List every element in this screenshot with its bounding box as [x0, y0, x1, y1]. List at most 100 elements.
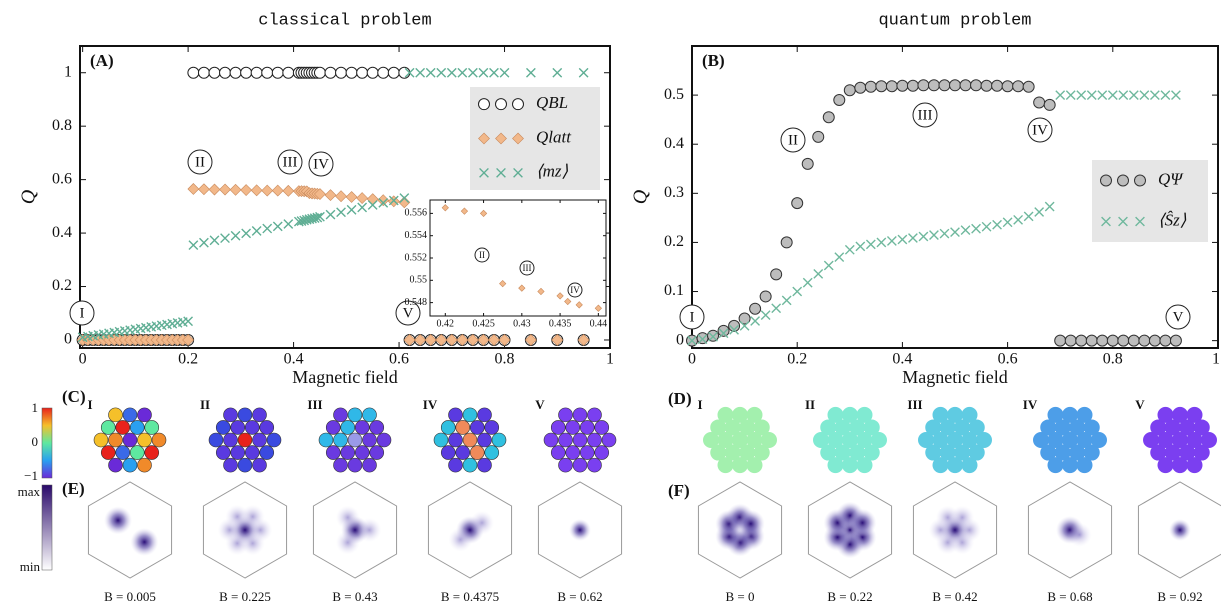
- point: [897, 80, 908, 91]
- left-title: classical problem: [258, 11, 431, 30]
- point: [325, 67, 336, 78]
- spin: [370, 446, 384, 460]
- cluster-label: V: [535, 397, 545, 412]
- colorbar-label: 1: [32, 400, 39, 415]
- point: [479, 99, 490, 110]
- spin: [478, 458, 492, 472]
- point: [1135, 175, 1146, 186]
- panel-label: (E): [62, 479, 85, 498]
- spin: [253, 433, 267, 447]
- point: [992, 80, 1003, 91]
- panel-label: (A): [90, 51, 114, 70]
- spin: [573, 408, 587, 422]
- spin: [319, 433, 333, 447]
- cluster-label: V: [1135, 397, 1145, 412]
- spin: [130, 446, 144, 460]
- point: [1101, 175, 1112, 186]
- spin: [478, 408, 492, 422]
- point: [262, 67, 273, 78]
- point: [1034, 97, 1045, 108]
- spin: [588, 458, 602, 472]
- spin: [138, 433, 152, 447]
- spin: [348, 433, 362, 447]
- y-axis-label: Q: [18, 189, 40, 204]
- x-axis-label: Magnetic field: [292, 367, 397, 387]
- density-blob: [848, 509, 876, 537]
- y-tick-label: 0.548: [405, 297, 428, 308]
- point: [513, 99, 524, 110]
- field-label: B = 0.62: [557, 589, 602, 604]
- spin: [109, 458, 123, 472]
- x-tick-label: 0.4: [892, 351, 912, 368]
- x-tick-label: 0.435: [549, 318, 572, 329]
- point: [802, 158, 813, 169]
- spin: [253, 458, 267, 472]
- point: [855, 82, 866, 93]
- cluster-label: III: [307, 397, 322, 412]
- y-tick-label: 0.3: [664, 184, 684, 201]
- y-tick-label: 0.8: [52, 117, 72, 134]
- point: [886, 81, 897, 92]
- y-tick-label: 0: [676, 331, 684, 348]
- point: [760, 291, 771, 302]
- annotation: II: [788, 132, 798, 148]
- point: [950, 80, 961, 91]
- y-tick-label: 0.55: [410, 275, 428, 286]
- brillouin-zone: [88, 482, 171, 578]
- point: [378, 67, 389, 78]
- annotation: II: [479, 250, 485, 260]
- annotation: IV: [570, 285, 580, 295]
- spin: [363, 458, 377, 472]
- x-tick-label: 0.2: [178, 351, 198, 368]
- point: [220, 67, 231, 78]
- x-tick-label: 0: [79, 351, 87, 368]
- spin: [216, 420, 230, 434]
- spin: [449, 408, 463, 422]
- point: [388, 67, 399, 78]
- point: [346, 67, 357, 78]
- spin: [341, 420, 355, 434]
- x-tick-label: 0.2: [787, 351, 807, 368]
- spin: [123, 433, 137, 447]
- legend-label: QBL: [536, 93, 568, 112]
- annotation: I: [80, 305, 85, 321]
- spin: [355, 420, 369, 434]
- x-tick-label: 0: [688, 351, 696, 368]
- y-axis-label: Q: [630, 189, 652, 204]
- spin: [109, 433, 123, 447]
- x-tick-label: 0.6: [998, 351, 1018, 368]
- spin: [463, 408, 477, 422]
- spin: [377, 433, 391, 447]
- point: [1023, 81, 1034, 92]
- annotation: III: [523, 263, 532, 273]
- point: [1065, 335, 1076, 346]
- spin: [326, 420, 340, 434]
- y-tick-label: 1: [64, 63, 72, 80]
- cluster-label: I: [87, 397, 92, 412]
- y-tick-label: 0.556: [405, 208, 428, 219]
- field-label: B = 0.225: [219, 589, 271, 604]
- point: [1002, 81, 1013, 92]
- spin: [595, 446, 609, 460]
- panel-label: (D): [668, 389, 692, 408]
- x-tick-label: 0.44: [590, 318, 608, 329]
- spin: [267, 433, 281, 447]
- density-blob: [448, 528, 472, 552]
- point: [813, 131, 824, 142]
- spin: [334, 458, 348, 472]
- spin: [245, 446, 259, 460]
- field-label: B = 0.92: [1157, 589, 1202, 604]
- point: [1128, 335, 1139, 346]
- point: [1118, 175, 1129, 186]
- x-tick-label: 1: [1212, 351, 1220, 368]
- point: [960, 80, 971, 91]
- spin: [456, 446, 470, 460]
- field-label: B = 0.68: [1047, 589, 1092, 604]
- spin: [602, 433, 616, 447]
- spin: [449, 458, 463, 472]
- x-tick-label: 0.8: [495, 351, 515, 368]
- y-tick-label: 0.554: [405, 230, 428, 241]
- spin: [138, 458, 152, 472]
- spin: [348, 408, 362, 422]
- point: [241, 67, 252, 78]
